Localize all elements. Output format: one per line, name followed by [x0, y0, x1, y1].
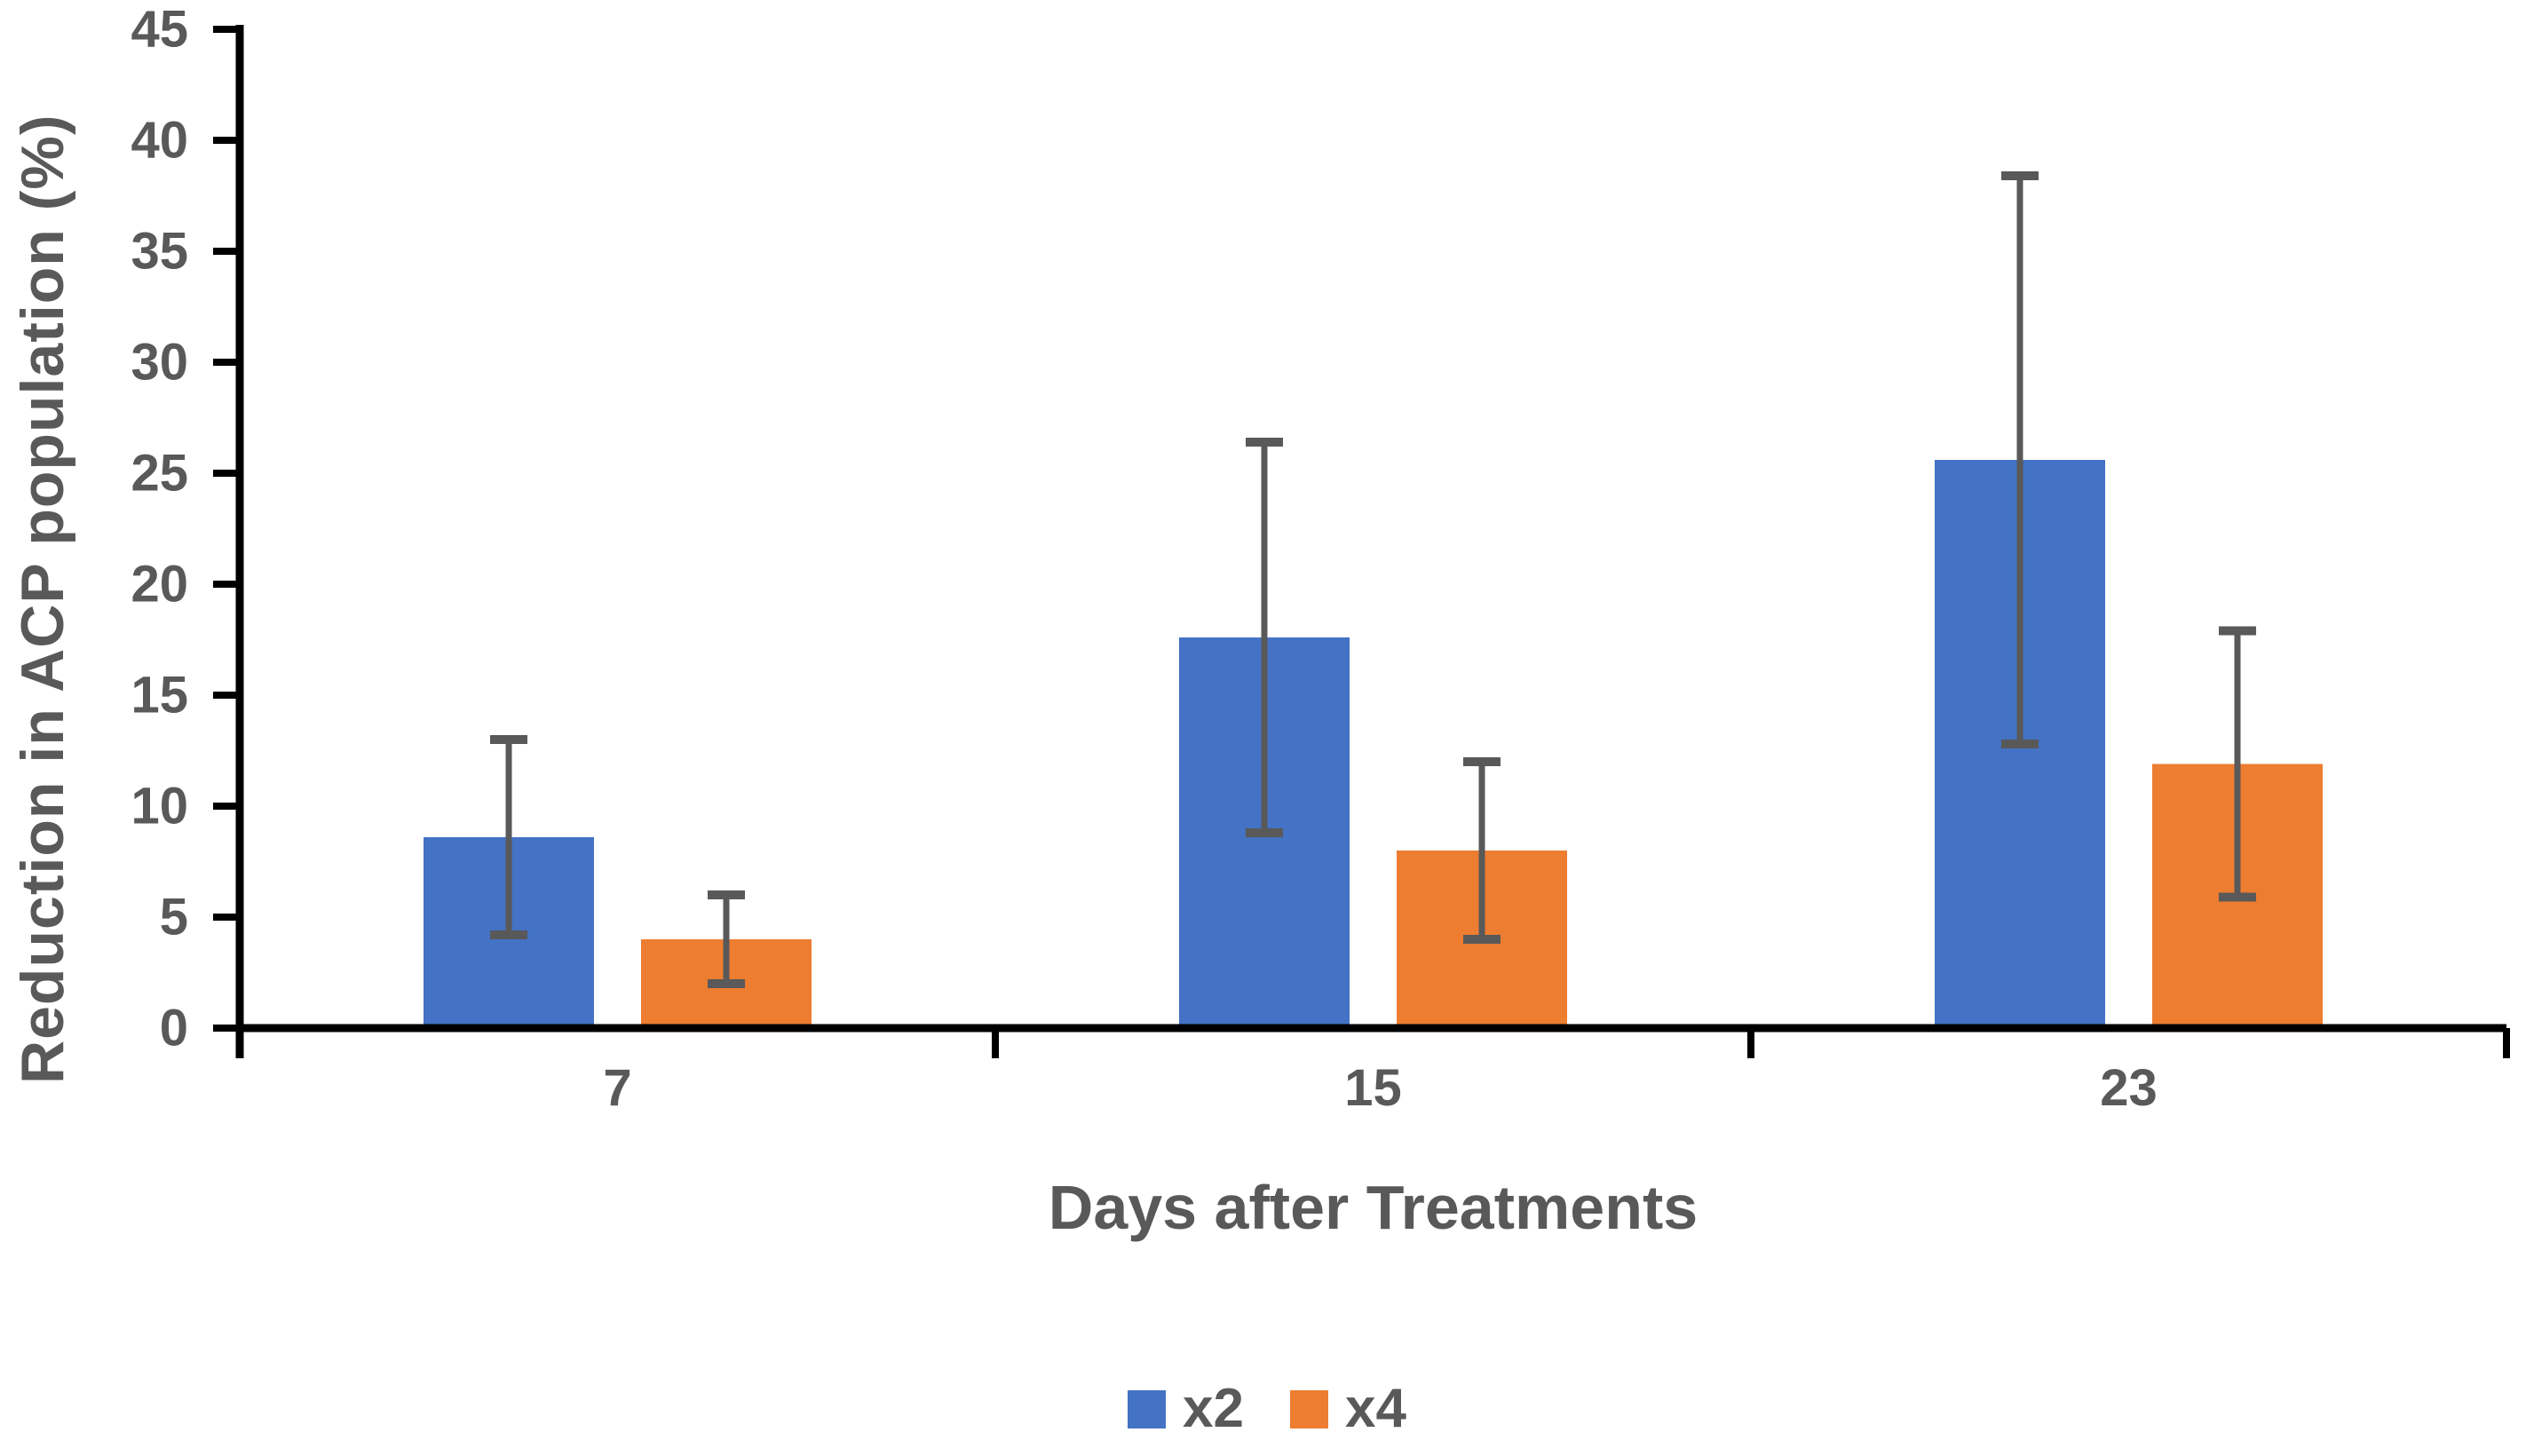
y-tick-label-15: 15 [131, 667, 188, 724]
y-tick-label-25: 25 [131, 445, 188, 502]
y-axis-title: Reduction in ACP population (%) [9, 114, 76, 1085]
y-tick-label-35: 35 [131, 223, 188, 281]
x-tick-label-15: 15 [1344, 1059, 1402, 1117]
legend-label-x4: x4 [1345, 1378, 1406, 1439]
y-tick-label-10: 10 [131, 778, 188, 835]
legend-swatch-x4 [1290, 1389, 1328, 1428]
x-axis-title: Days after Treatments [1048, 1173, 1699, 1242]
y-tick-label-20: 20 [131, 556, 188, 613]
legend-swatch-x2 [1128, 1389, 1167, 1428]
x-tick-label-7: 7 [603, 1059, 631, 1117]
legend: x2 x4 [0, 1381, 2534, 1436]
y-tick-label-5: 5 [160, 889, 188, 946]
legend-item-x2: x2 [1128, 1381, 1244, 1436]
y-tick-label-30: 30 [131, 334, 188, 392]
legend-label-x2: x2 [1183, 1378, 1244, 1439]
y-tick-label-40: 40 [131, 112, 188, 170]
y-tick-label-45: 45 [131, 1, 188, 59]
x-tick-label-23: 23 [2100, 1059, 2158, 1117]
y-tick-label-0: 0 [160, 1000, 188, 1057]
legend-item-x4: x4 [1290, 1381, 1406, 1436]
